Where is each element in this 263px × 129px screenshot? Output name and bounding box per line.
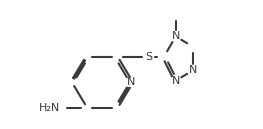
Circle shape (56, 104, 64, 112)
Text: N: N (189, 65, 197, 75)
Text: N: N (171, 76, 180, 86)
Circle shape (171, 32, 180, 41)
Text: N: N (127, 77, 136, 87)
Circle shape (171, 76, 180, 85)
Circle shape (189, 66, 197, 75)
Circle shape (144, 53, 153, 61)
Text: H₂N: H₂N (39, 103, 60, 113)
Circle shape (127, 78, 136, 87)
Text: S: S (145, 52, 152, 62)
Text: N: N (171, 31, 180, 41)
